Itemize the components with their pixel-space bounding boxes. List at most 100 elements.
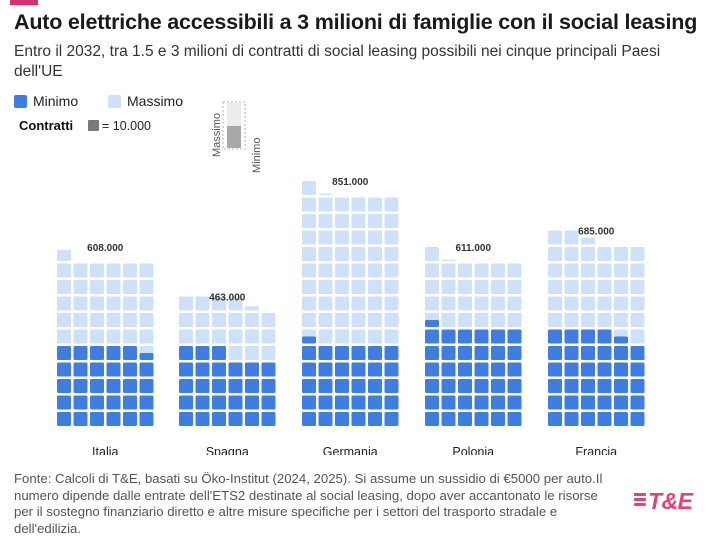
waffle-square-germania-39 xyxy=(351,313,366,327)
key-max-label: Massimo xyxy=(211,113,223,157)
waffle-square-germania-63 xyxy=(351,247,366,261)
waffle-square-francia-36 xyxy=(548,313,562,327)
waffle-square-germania-81 xyxy=(351,197,366,212)
waffle-square-polonia-42 xyxy=(425,296,439,311)
waffle-square-polonia-54 xyxy=(425,263,439,278)
waffle-square-francia-55 xyxy=(564,263,579,278)
waffle-square-min-francia-8 xyxy=(581,395,595,410)
waffle-square-min-spagna-11 xyxy=(261,395,276,410)
waffle-square-italia-54 xyxy=(57,263,71,278)
waffle-square-min-germania-27 xyxy=(351,346,366,360)
waffle-square-germania-52 xyxy=(368,280,382,294)
value-label-italia: 608.000 xyxy=(87,243,124,254)
waffle-square-francia-53 xyxy=(630,280,645,294)
waffle-square-germania-58 xyxy=(368,263,382,278)
waffle-square-italia-48 xyxy=(57,280,71,294)
waffle-square-germania-80 xyxy=(335,197,349,212)
waffle-square-min-polonia-16 xyxy=(491,379,505,393)
waffle-square-spagna-34 xyxy=(245,329,259,344)
waffle-square-italia-30 xyxy=(57,329,71,344)
value-label-spagna: 463.000 xyxy=(209,293,246,304)
waffle-square-germania-62 xyxy=(335,247,349,261)
waffle-square-min-polonia-22 xyxy=(491,362,505,377)
waffle-square-min-polonia-27 xyxy=(474,346,489,360)
waffle-square-polonia-39 xyxy=(474,313,489,327)
waffle-square-germania-57 xyxy=(351,263,366,278)
waffle-square-min-spagna-13 xyxy=(195,379,210,393)
waffle-square-min-francia-17 xyxy=(630,379,645,393)
waffle-square-min-francia-4 xyxy=(614,412,628,426)
waffle-square-min-polonia-3 xyxy=(474,412,489,426)
category-label-italia: Italia xyxy=(92,445,118,455)
waffle-square-italia-53 xyxy=(139,280,154,294)
waffle-square-min-italia-23 xyxy=(139,362,154,377)
waffle-square-min-germania-26 xyxy=(335,346,349,360)
legend-item-minimo: Minimo xyxy=(14,93,78,109)
waffle-square-spagna-28 xyxy=(245,346,259,360)
waffle-square-min-francia-2 xyxy=(581,412,595,426)
waffle-square-min-polonia-15 xyxy=(474,379,489,393)
waffle-square-francia-57 xyxy=(597,263,612,278)
waffle-square-germania-74 xyxy=(335,214,349,228)
waffle-square-germania-54 xyxy=(302,263,316,278)
waffle-square-spagna-35 xyxy=(261,329,276,344)
waffle-square-min-italia-27 xyxy=(106,346,121,360)
waffle-chart: 608.000 Italia 463.000 Spagna 851.000 Germani… xyxy=(57,101,645,455)
waffle-square-francia-51 xyxy=(597,280,612,294)
waffle-square-min-polonia-18 xyxy=(425,362,439,377)
waffle-square-min-italia-21 xyxy=(106,362,121,377)
waffle-square-min-germania-14 xyxy=(335,379,349,393)
waffle-square-min-spagna-23 xyxy=(261,362,276,377)
value-label-polonia: 611.000 xyxy=(455,243,491,254)
waffle-square-min-francia-5 xyxy=(630,412,645,426)
waffle-square-min-francia-0 xyxy=(548,412,562,426)
waffle-square-min-germania-19 xyxy=(318,362,333,377)
category-label-francia: Francia xyxy=(575,445,617,455)
waffle-square-italia-36 xyxy=(57,313,71,327)
waffle-square-min-spagna-20 xyxy=(212,362,226,377)
waffle-square-min-francia-10 xyxy=(614,395,628,410)
waffle-square-italia-33 xyxy=(106,329,121,344)
waffle-square-min-polonia-21 xyxy=(474,362,489,377)
waffle-square-min-italia-5 xyxy=(139,412,154,426)
waffle-square-min-italia-11 xyxy=(139,395,154,410)
key-outline xyxy=(222,101,246,150)
waffle-square-francia-66 xyxy=(548,230,562,245)
waffle-square-min-polonia-33 xyxy=(474,329,489,344)
waffle-square-italia-49 xyxy=(73,280,88,294)
waffle-square-italia-58 xyxy=(123,263,137,278)
waffle-square-min-francia-23 xyxy=(630,362,645,377)
waffle-square-min-germania-29 xyxy=(384,346,399,360)
waffle-square-min-polonia-34 xyxy=(491,329,505,344)
waffle-square-min-italia-25 xyxy=(73,346,88,360)
waffle-square-francia-61 xyxy=(564,247,579,261)
waffle-square-italia-43 xyxy=(73,296,88,311)
waffle-square-min-francia-32 xyxy=(581,329,595,344)
waffle-square-min-germania-11 xyxy=(384,395,399,410)
waffle-square-min-spagna-26 xyxy=(212,346,226,360)
waffle-square-italia-41 xyxy=(139,313,154,327)
waffle-square-min-polonia-32 xyxy=(458,329,472,344)
waffle-square-germania-37 xyxy=(318,313,333,327)
waffle-square-italia-52 xyxy=(123,280,137,294)
waffle-square-spagna-44 xyxy=(212,296,226,311)
waffle-square-germania-32 xyxy=(335,329,349,344)
waffle-square-min-italia-0 xyxy=(57,412,71,426)
waffle-square-germania-48 xyxy=(302,280,316,294)
waffle-square-min-francia-15 xyxy=(597,379,612,393)
waffle-square-germania-70 xyxy=(368,230,382,245)
waffle-square-min-francia-31 xyxy=(564,329,579,344)
waffle-square-min-francia-13 xyxy=(564,379,579,393)
waffle-square-francia-48 xyxy=(548,280,562,294)
waffle-square-min-germania-12 xyxy=(302,379,316,393)
waffle-square-francia-54 xyxy=(548,263,562,278)
waffle-square-min-francia-34 xyxy=(614,336,628,344)
waffle-square-min-polonia-14 xyxy=(458,379,472,393)
waffle-square-germania-46 xyxy=(368,296,382,311)
waffle-square-germania-33 xyxy=(351,329,366,344)
waffle-square-min-germania-7 xyxy=(318,395,333,410)
waffle-square-min-spagna-15 xyxy=(228,379,243,393)
waffle-square-min-polonia-29 xyxy=(507,346,522,360)
waffle-square-min-polonia-0 xyxy=(425,412,439,426)
waffle-square-germania-60 xyxy=(302,247,316,261)
